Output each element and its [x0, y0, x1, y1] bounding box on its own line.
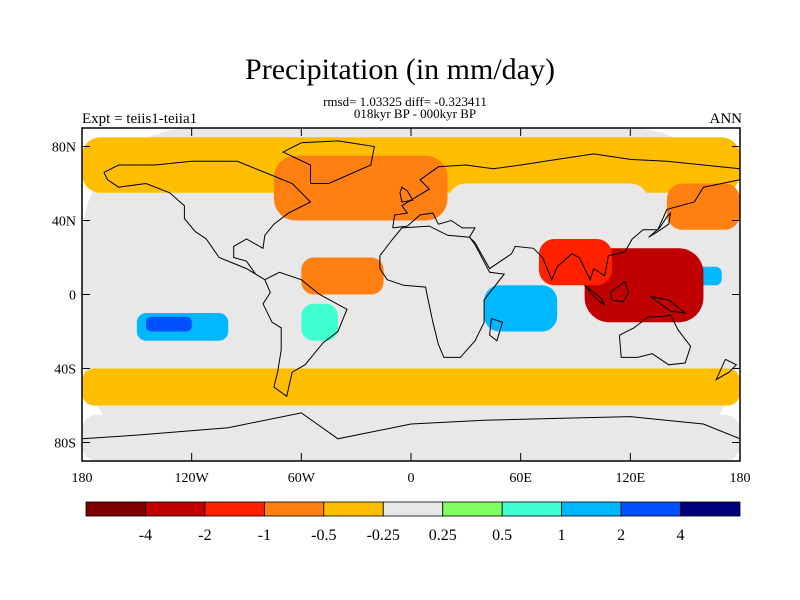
lat-tick-label: 40N — [52, 215, 76, 230]
coastline-new-guinea — [650, 295, 687, 314]
colorbar-swatch — [501, 501, 563, 517]
chart-title: Precipitation (in mm/day) — [245, 53, 555, 86]
statistics-line: rmsd= 1.03325 diff= -0.323411 — [323, 94, 487, 109]
lon-tick-label: 120E — [616, 471, 646, 486]
colorbar-label: -0.25 — [367, 527, 400, 544]
region-north-pacific-drying — [666, 183, 740, 230]
lon-tick-label: 60W — [288, 471, 316, 486]
lon-tick-label: 180 — [72, 471, 93, 486]
contour-fields — [82, 128, 740, 461]
colorbar-swatch — [204, 501, 265, 517]
region-eurasia-near-zero — [447, 183, 649, 239]
region-tropical-atlantic-drying — [301, 257, 384, 295]
colorbar-label: 0.25 — [429, 527, 457, 544]
coastline-australia — [618, 314, 692, 366]
period-line: 018kyr BP - 000kyr BP — [353, 106, 477, 121]
lat-tick-label: 80S — [54, 437, 76, 452]
colorbar-swatch — [442, 501, 503, 517]
coastline-antarctica — [82, 412, 740, 440]
colorbar-swatch — [382, 501, 444, 517]
region-antarctica-near-zero — [82, 414, 740, 461]
coastline-eurasia — [392, 153, 740, 282]
colorbar-swatch — [85, 501, 146, 517]
experiment-label: Expt = teiis1-teiia1 — [82, 111, 198, 127]
region-southern-ocean-band — [82, 368, 740, 406]
coastline-new-zealand — [715, 358, 738, 381]
lon-tick-label: 120W — [175, 471, 210, 486]
colorbar-label: 1 — [558, 527, 566, 544]
colorbar-swatch — [561, 501, 622, 517]
region-south-america-wetting — [301, 303, 338, 341]
coastline-north-america — [103, 160, 312, 281]
coastline-borneo — [609, 280, 630, 303]
region-sahara-near-zero — [383, 239, 485, 286]
colorbar-label: 0.5 — [492, 527, 512, 544]
colorbar-swatch — [620, 501, 681, 517]
coastlines — [82, 140, 740, 440]
colorbar-swatch — [323, 501, 384, 517]
region-north-atlantic-drying — [273, 155, 448, 221]
lon-tick-label: 180 — [730, 471, 751, 486]
colorbar-swatch — [680, 501, 741, 517]
region-sw-pacific-wetting — [145, 316, 192, 332]
season-label: ANN — [709, 111, 743, 127]
colorbar-label: -0.5 — [311, 527, 336, 544]
region-bay-of-bengal-drying — [538, 239, 613, 286]
region-north-america-near-zero — [182, 202, 265, 249]
colorbar-swatch — [263, 501, 325, 517]
colorbar-label: 2 — [617, 527, 625, 544]
lat-tick-label: 0 — [69, 289, 76, 304]
coastline-madagascar — [489, 318, 504, 342]
coastline-uk — [399, 186, 414, 203]
colorbar-label: -2 — [198, 527, 211, 544]
colorbar-label: 4 — [677, 527, 685, 544]
lat-tick-label: 40S — [54, 363, 76, 378]
axis-ticks: 80N 40N 0 40S 80S 180 120W 60W 0 60E 120E 180 — [52, 128, 751, 486]
coastline-sumatra — [584, 284, 606, 306]
coastline-japan — [648, 211, 672, 238]
lon-tick-label: 60E — [509, 471, 532, 486]
colorbar-label: -4 — [139, 527, 152, 544]
coastline-south-america — [262, 271, 348, 398]
colorbar: -4 -2 -1 -0.5 -0.25 0.25 0.5 1 2 4 — [85, 501, 741, 544]
lat-tick-label: 80N — [52, 141, 76, 156]
coastline-africa — [379, 225, 506, 358]
coastline-greenland — [281, 140, 375, 184]
lon-tick-label: 0 — [408, 471, 415, 486]
colorbar-label: -1 — [258, 527, 271, 544]
colorbar-swatch — [145, 501, 206, 517]
region-indian-ocean-wetting — [484, 285, 558, 332]
